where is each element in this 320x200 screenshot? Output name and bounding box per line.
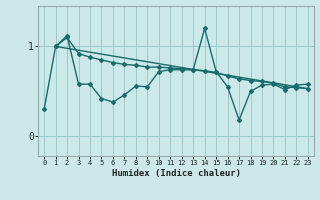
X-axis label: Humidex (Indice chaleur): Humidex (Indice chaleur): [111, 169, 241, 178]
